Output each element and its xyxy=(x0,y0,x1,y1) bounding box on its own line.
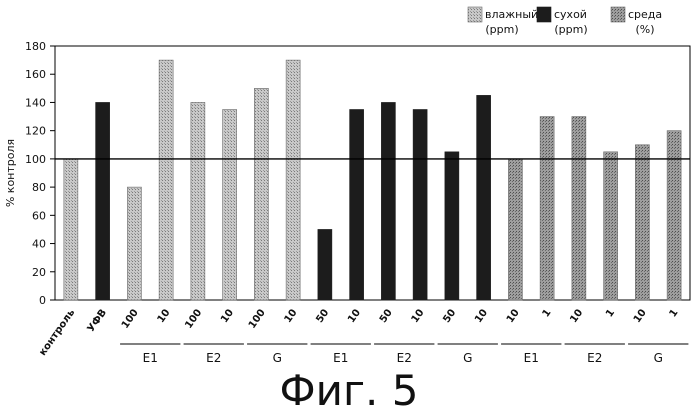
legend-unit-dry: (ppm) xyxy=(554,23,587,36)
figure-caption: Фиг. 5 xyxy=(280,366,419,415)
bar-wet-7 xyxy=(286,60,300,300)
category-label: 10 xyxy=(346,307,363,325)
group-label: G xyxy=(273,351,282,365)
bar-dry-13 xyxy=(477,95,491,300)
group-label: E1 xyxy=(333,351,348,365)
y-tick-label: 100 xyxy=(25,153,46,166)
category-label: 10 xyxy=(632,307,649,325)
group-label: E2 xyxy=(206,351,221,365)
bar-medium-14 xyxy=(508,159,522,300)
group-label: G xyxy=(463,351,472,365)
y-tick-label: 180 xyxy=(25,40,46,53)
category-label: УФВ xyxy=(86,307,109,334)
category-label: 100 xyxy=(120,307,141,330)
category-label: 10 xyxy=(283,307,300,325)
plot-area xyxy=(55,46,690,300)
bar-wet-2 xyxy=(127,187,141,300)
bar-dry-10 xyxy=(381,102,395,300)
category-label: 10 xyxy=(473,307,490,325)
bar-wet-4 xyxy=(191,102,205,300)
bar-dry-9 xyxy=(350,110,364,301)
y-tick-label: 20 xyxy=(32,266,46,279)
category-label: 10 xyxy=(219,307,236,325)
bar-wet-0 xyxy=(64,159,78,300)
y-tick-label: 0 xyxy=(39,294,46,307)
bar-wet-5 xyxy=(223,110,237,301)
category-label: 1 xyxy=(604,307,617,319)
bar-dry-1 xyxy=(96,102,110,300)
y-tick-label: 160 xyxy=(25,68,46,81)
bar-medium-19 xyxy=(667,131,681,300)
legend-unit-wet: (ppm) xyxy=(485,23,518,36)
category-label: 50 xyxy=(314,307,331,325)
bar-dry-8 xyxy=(318,229,332,300)
legend-swatch-wet xyxy=(468,7,482,22)
category-label: контроль xyxy=(37,307,77,358)
group-label: E2 xyxy=(587,351,602,365)
y-axis-label: % контроля xyxy=(4,139,17,207)
category-label: 10 xyxy=(156,307,173,325)
bar-medium-17 xyxy=(604,152,618,300)
bar-wet-6 xyxy=(254,88,268,300)
legend-swatch-dry xyxy=(537,7,551,22)
group-label: E1 xyxy=(524,351,539,365)
category-label: 10 xyxy=(505,307,522,325)
y-tick-label: 60 xyxy=(32,209,46,222)
y-tick-label: 120 xyxy=(25,125,46,138)
legend-label-dry: сухой xyxy=(554,8,587,21)
bar-wet-3 xyxy=(159,60,173,300)
category-label: 100 xyxy=(183,307,204,330)
category-label: 10 xyxy=(568,307,585,325)
bar-dry-11 xyxy=(413,110,427,301)
y-tick-label: 80 xyxy=(32,181,46,194)
group-label: E1 xyxy=(143,351,158,365)
category-label: 1 xyxy=(668,307,681,319)
y-tick-label: 40 xyxy=(32,238,46,251)
bar-medium-15 xyxy=(540,117,554,300)
category-label: 10 xyxy=(410,307,427,325)
bar-medium-18 xyxy=(635,145,649,300)
bar-medium-16 xyxy=(572,117,586,300)
legend-label-wet: влажный xyxy=(485,8,538,21)
bar-dry-12 xyxy=(445,152,459,300)
group-label: G xyxy=(654,351,663,365)
y-tick-label: 140 xyxy=(25,96,46,109)
legend-swatch-medium xyxy=(611,7,625,22)
category-label: 100 xyxy=(247,307,268,330)
category-label: 50 xyxy=(441,307,458,325)
group-label: E2 xyxy=(397,351,412,365)
category-label: 1 xyxy=(541,307,554,319)
category-label: 50 xyxy=(378,307,395,325)
legend-unit-medium: (%) xyxy=(635,23,654,36)
legend-label-medium: среда xyxy=(628,8,662,21)
